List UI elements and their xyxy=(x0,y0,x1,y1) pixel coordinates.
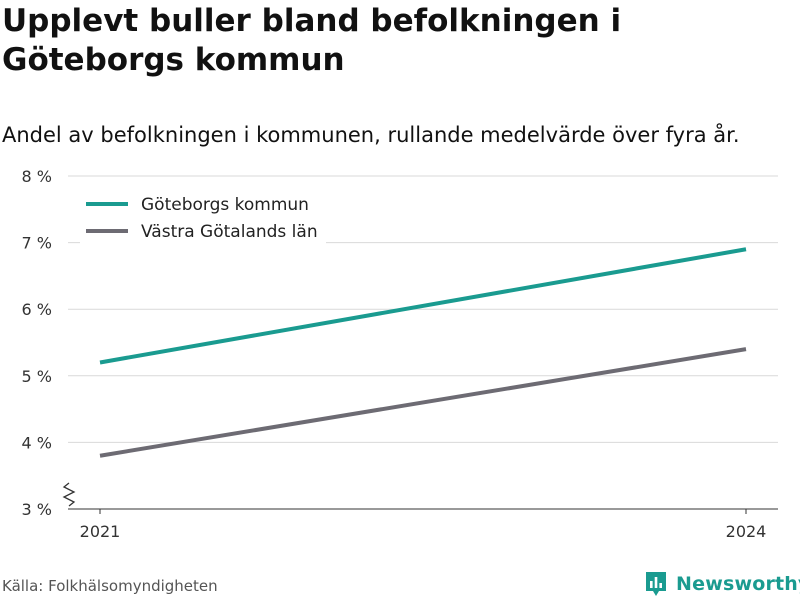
series-line-vastra xyxy=(99,347,747,458)
newsworthy-brand[interactable]: Newsworthy xyxy=(644,570,800,598)
chart-subtitle: Andel av befolkningen i kommunen, rullan… xyxy=(2,123,740,147)
series-line-goteborg xyxy=(99,247,747,365)
y-tick-label: 3 % xyxy=(22,500,52,519)
bar-chart-pin-icon xyxy=(646,572,666,596)
y-tick-label: 7 % xyxy=(22,234,52,253)
axis-break-icon xyxy=(62,482,76,507)
legend-label: Göteborgs kommun xyxy=(141,195,309,215)
x-tick-label: 2024 xyxy=(726,522,767,541)
brand-name: Newsworthy xyxy=(676,573,800,595)
legend-background xyxy=(80,188,326,248)
chart-title: Upplevt buller bland befolkningen i Göte… xyxy=(2,3,622,78)
y-tick-label: 6 % xyxy=(22,300,52,319)
y-tick-label: 8 % xyxy=(22,167,52,186)
x-tick-label: 2021 xyxy=(80,522,121,541)
line-chart: 3 % 4 % 5 % 6 % 7 % 8 % 2021 2024 Göteborgs komm… xyxy=(22,167,778,541)
y-tick-label: 5 % xyxy=(22,367,52,386)
source-note: Källa: Folkhälsomyndigheten xyxy=(2,577,218,595)
legend-label: Västra Götalands län xyxy=(141,222,318,242)
y-tick-label: 4 % xyxy=(22,433,52,452)
